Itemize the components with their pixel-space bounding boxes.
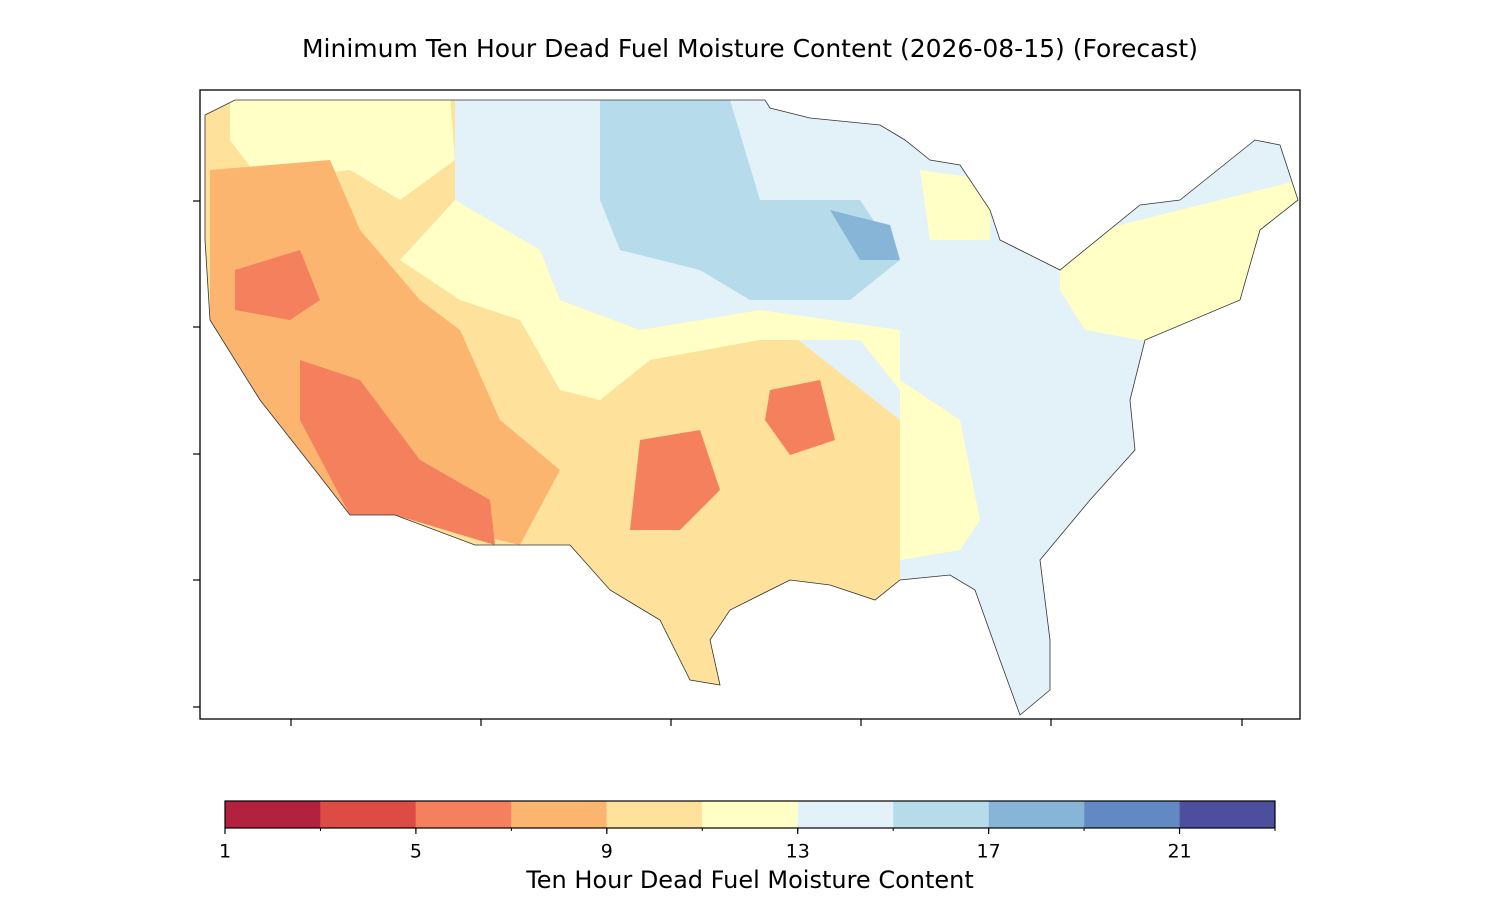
colorbar-tick-label: 5 xyxy=(410,841,422,863)
colorbar: 1 5 9 13 17 21 xyxy=(219,800,1276,863)
colorbar-tick-label: 13 xyxy=(786,841,810,863)
colorbar-tick-label: 21 xyxy=(1167,841,1191,863)
colorbar-segment xyxy=(988,801,1085,828)
colorbar-tick-label: 9 xyxy=(601,841,613,863)
colorbar-tick-label: 1 xyxy=(219,841,231,863)
colorbar-segment xyxy=(1179,801,1275,828)
colorbar-segment xyxy=(1084,801,1180,828)
colorbar-frame xyxy=(224,800,1276,829)
colorbar-tick-label: 17 xyxy=(977,841,1001,863)
colorbar-segment xyxy=(511,801,607,828)
colorbar-segment xyxy=(702,801,798,828)
colorbar-segment xyxy=(797,801,894,828)
colorbar-segment xyxy=(320,801,416,828)
map-frame xyxy=(199,89,1301,720)
moisture-map xyxy=(205,100,1298,715)
colorbar-segment xyxy=(606,801,703,828)
map-title: Minimum Ten Hour Dead Fuel Moisture Cont… xyxy=(302,34,1198,63)
colorbar-segment xyxy=(225,801,321,828)
colorbar-label: Ten Hour Dead Fuel Moisture Content xyxy=(525,866,974,894)
colorbar-segment xyxy=(893,801,989,828)
colorbar-segment xyxy=(415,801,512,828)
frame-ticks xyxy=(193,200,1243,726)
us-outline xyxy=(204,99,1299,716)
